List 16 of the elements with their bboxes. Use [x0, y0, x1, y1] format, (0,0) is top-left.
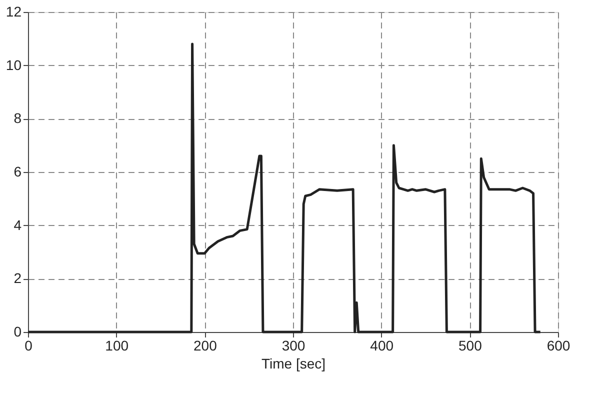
y-tick-label: 10: [6, 56, 22, 73]
x-tick-label: 400: [370, 338, 394, 354]
x-tick-label: 600: [546, 338, 570, 354]
line-series: [26, 42, 542, 334]
x-axis-title: Time [sec]: [261, 356, 326, 372]
x-tick-label: 300: [282, 338, 306, 354]
x-tick-label: 0: [24, 338, 33, 354]
x-tick-label: 200: [193, 338, 218, 354]
y-tick-label: 2: [14, 270, 22, 286]
x-tick-label: 100: [105, 338, 129, 354]
y-tick-label: 4: [14, 216, 22, 233]
y-tick-label: 6: [14, 164, 22, 180]
y-tick-label: 0: [14, 324, 22, 340]
y-tick-label: 8: [14, 110, 22, 126]
x-tick-label: 500: [458, 338, 482, 354]
y-tick-label: 12: [6, 4, 22, 20]
